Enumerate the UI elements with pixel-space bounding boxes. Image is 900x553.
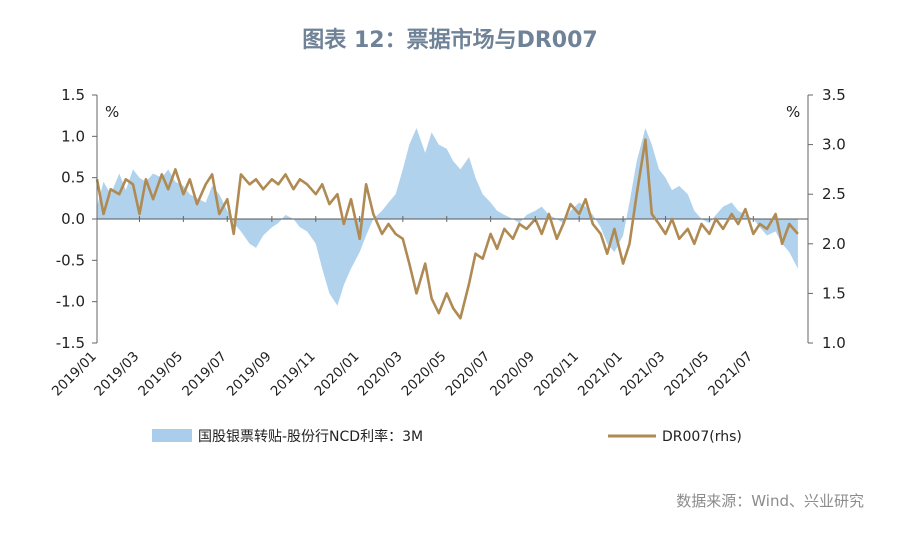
x-tick-label: 2021/05 — [661, 349, 712, 400]
legend: 国股银票转贴-股份行NCD利率：3M DR007(rhs) — [152, 428, 742, 445]
x-tick-label: 2019/01 — [49, 349, 100, 400]
left-tick-label: 1.5 — [61, 86, 85, 104]
legend-label-area: 国股银票转贴-股份行NCD利率：3M — [198, 428, 423, 445]
x-tick-label: 2020/09 — [487, 349, 538, 400]
right-tick-label: 1.5 — [822, 284, 846, 302]
x-tick-label: 2021/01 — [575, 349, 626, 400]
chart-title: 图表 12：票据市场与DR007 — [302, 28, 598, 53]
x-tick-label: 2020/07 — [442, 348, 493, 399]
left-tick-label: -1.0 — [56, 293, 85, 311]
source-note: 数据来源：Wind、兴业研究 — [676, 492, 864, 510]
x-tick-label: 2021/07 — [705, 349, 756, 400]
left-axis-unit: % — [105, 103, 119, 121]
left-tick-label: -0.5 — [56, 251, 85, 269]
left-tick-label: 0.5 — [61, 169, 85, 187]
plot-area — [95, 128, 808, 320]
right-axis-unit: % — [786, 103, 800, 121]
right-axis: 3.5 3.0 2.5 2.0 1.5 1.0% — [786, 86, 846, 352]
legend-label-line: DR007(rhs) — [662, 429, 742, 445]
x-tick-label: 2020/05 — [399, 348, 450, 399]
x-axis: 2019/012019/032019/052019/072019/092019/… — [49, 216, 756, 400]
left-axis: 1.5 1.0 0.5 0.0 -0.5 -1.0 -1.5% — [56, 86, 120, 352]
x-tick-label: 2019/07 — [179, 349, 230, 400]
left-tick-label: -1.5 — [56, 334, 85, 352]
x-tick-label: 2019/09 — [224, 349, 275, 400]
x-tick-label: 2020/01 — [312, 349, 363, 400]
x-tick-label: 2020/11 — [531, 349, 582, 400]
x-tick-label: 2019/03 — [91, 349, 142, 400]
right-tick-label: 2.0 — [822, 235, 846, 253]
right-tick-label: 2.5 — [822, 185, 846, 203]
x-tick-label: 2021/03 — [617, 349, 668, 400]
series-area-ncd-spread — [97, 128, 798, 306]
right-tick-label: 3.5 — [822, 86, 846, 104]
right-tick-label: 3.0 — [822, 136, 846, 154]
legend-swatch-area — [152, 429, 192, 442]
series-line-dr007 — [95, 138, 799, 320]
right-tick-label: 1.0 — [822, 334, 846, 352]
left-tick-label: 0.0 — [61, 210, 85, 228]
left-tick-label: 1.0 — [61, 127, 85, 145]
x-tick-label: 2019/05 — [135, 349, 186, 400]
x-tick-label: 2019/11 — [268, 349, 319, 400]
x-tick-label: 2020/03 — [355, 348, 406, 399]
